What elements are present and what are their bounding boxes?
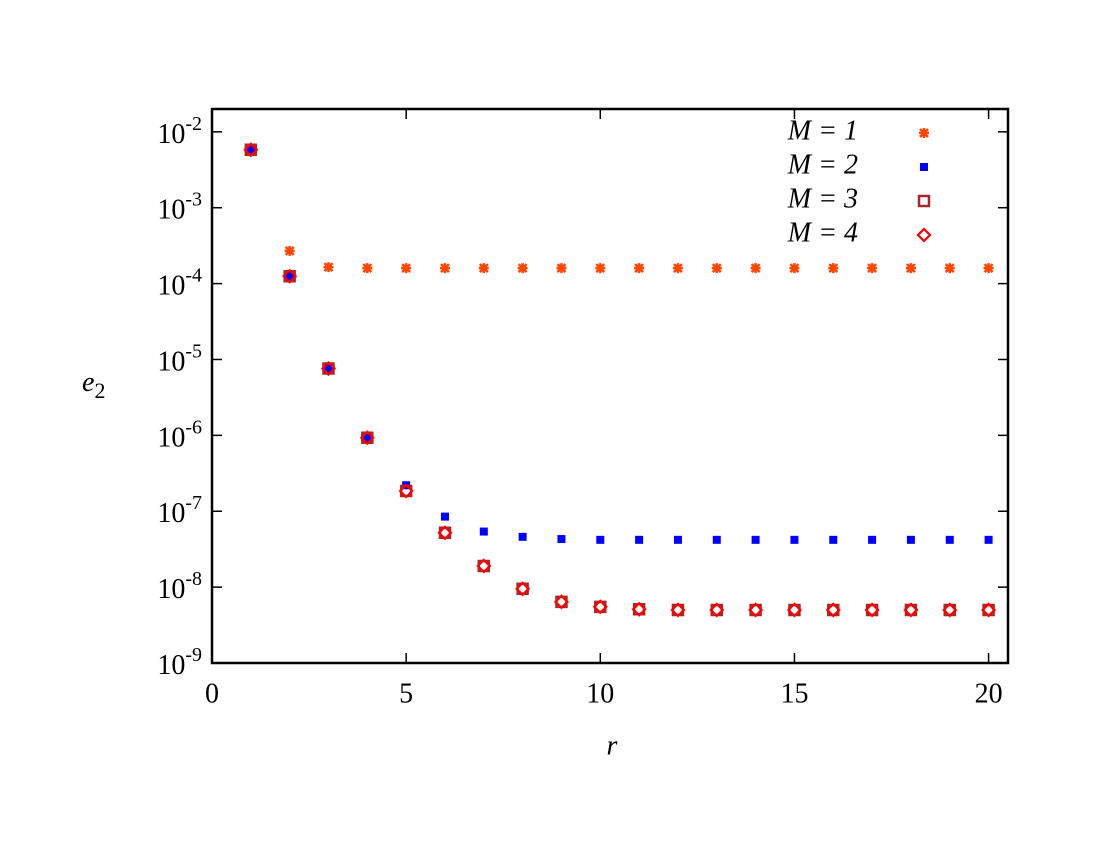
data-point (864, 602, 880, 618)
y-tick-label: 10-2 (157, 112, 202, 150)
data-point (750, 263, 761, 274)
data-point (246, 145, 255, 154)
y-tick-label: 10-4 (157, 264, 202, 302)
data-point (709, 602, 725, 618)
data-point (983, 263, 994, 274)
data-point (981, 602, 997, 618)
data-point (437, 525, 453, 541)
legend-label: M = 3 (787, 183, 858, 214)
y-tick-label: 10-5 (157, 340, 202, 378)
data-point (712, 535, 721, 544)
data-point (828, 263, 839, 274)
data-point (243, 142, 259, 158)
legend-marker (920, 163, 928, 171)
data-point (595, 263, 606, 274)
legend-marker (917, 194, 931, 208)
y-tick-label: 10-7 (157, 492, 202, 530)
plot-frame (210, 107, 1010, 665)
x-axis-label: r (607, 730, 618, 761)
legend-label: M = 4 (787, 217, 858, 248)
data-point (320, 360, 337, 377)
y-tick-label: 10-9 (157, 644, 202, 682)
data-point (363, 433, 372, 442)
x-tick-label: 20 (975, 678, 1003, 709)
data-point (748, 602, 764, 618)
y-tick-label: 10-3 (157, 188, 202, 226)
data-point (631, 601, 647, 617)
data-point (790, 535, 799, 544)
data-point (515, 581, 531, 597)
data-point (359, 430, 375, 446)
data-point (868, 535, 877, 544)
data-point (479, 527, 488, 536)
data-point (711, 263, 722, 274)
legend-marker (919, 128, 929, 138)
data-point (596, 535, 605, 544)
data-point (284, 245, 295, 256)
legend-marker (916, 227, 932, 243)
data-point (517, 263, 528, 274)
data-point (945, 535, 954, 544)
data-point (557, 535, 566, 544)
data-point (440, 512, 449, 521)
data-point (476, 558, 492, 574)
data-point (905, 263, 916, 274)
data-point (324, 364, 333, 373)
data-point (362, 263, 373, 274)
data-point (984, 535, 993, 544)
data-point (439, 263, 450, 274)
x-tick-label: 10 (586, 678, 614, 709)
data-point (556, 263, 567, 274)
x-tick-label: 0 (205, 678, 219, 709)
data-point (635, 535, 644, 544)
data-point (398, 483, 414, 499)
y-tick-label: 10-8 (157, 568, 202, 606)
data-point (829, 535, 838, 544)
data-point (789, 263, 800, 274)
data-point (553, 594, 570, 610)
data-point (673, 535, 682, 544)
data-point (786, 602, 802, 618)
y-axis-label: e2 (82, 367, 105, 403)
data-point (323, 262, 334, 273)
data-point (942, 602, 958, 618)
legend-label: M = 1 (787, 115, 858, 146)
data-point (670, 602, 686, 618)
legend-label: M = 2 (787, 149, 858, 180)
data-point (518, 532, 527, 541)
data-point (672, 263, 683, 274)
data-point (282, 268, 298, 284)
data-point (906, 535, 915, 544)
data-point (825, 602, 841, 618)
x-tick-label: 15 (780, 678, 808, 709)
data-point (478, 263, 489, 274)
data-point (592, 599, 608, 615)
x-tick-label: 5 (399, 678, 413, 709)
data-point (401, 263, 412, 274)
y-tick-label: 10-6 (157, 416, 202, 454)
data-point (944, 263, 955, 274)
data-point (751, 535, 760, 544)
data-point (867, 263, 878, 274)
data-point (285, 272, 294, 281)
data-point (634, 263, 645, 274)
data-point (903, 602, 919, 618)
